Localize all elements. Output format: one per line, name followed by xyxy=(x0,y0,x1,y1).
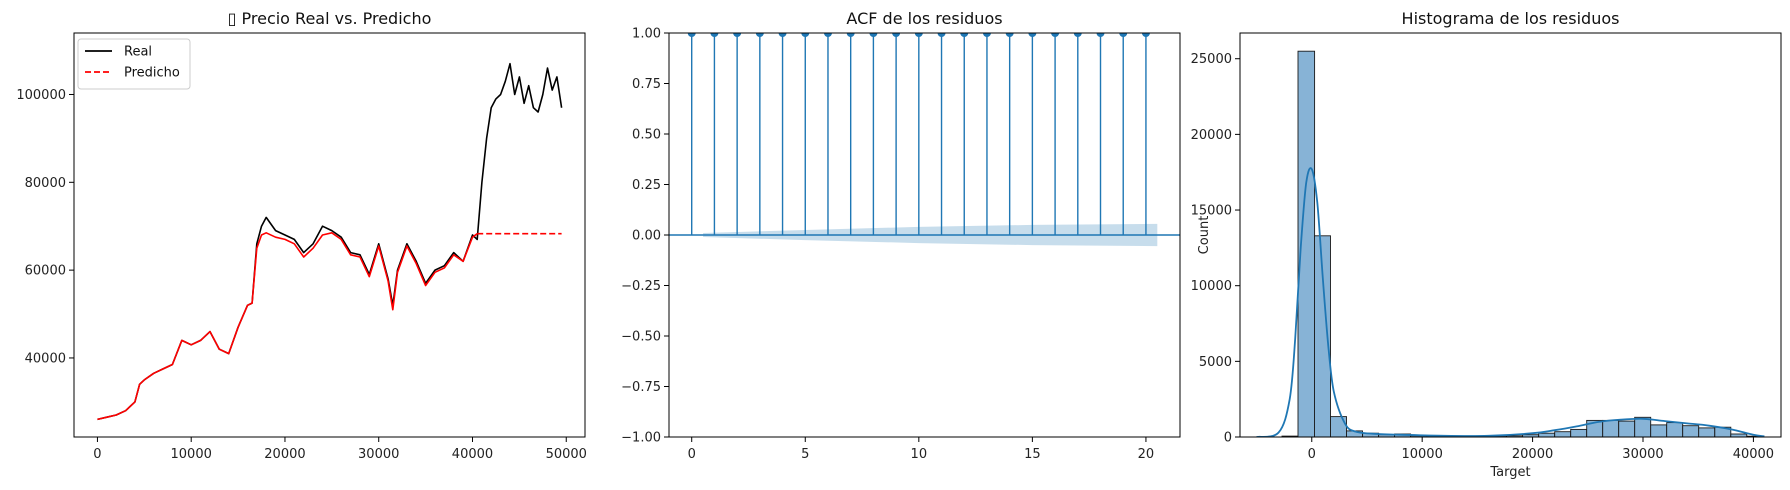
hist-x-tick-label: 10000 xyxy=(1401,447,1442,462)
acf-marker xyxy=(960,33,969,37)
histogram-y-axis-label: Count xyxy=(1197,216,1212,255)
acf-marker xyxy=(1141,33,1150,37)
acf-x-tick-label: 10 xyxy=(911,447,928,462)
acf-chart: ACF de los residuos 0 5 10 15 20 −1.00 −0.75 −0… xyxy=(621,9,1181,463)
price-y-tick-label: 80000 xyxy=(25,176,66,191)
histogram-bar xyxy=(1682,425,1700,437)
acf-marker xyxy=(914,33,923,37)
acf-x-tick-label: 0 xyxy=(688,447,696,462)
histogram-bar xyxy=(1618,420,1636,437)
hist-y-tick-label: 20000 xyxy=(1191,128,1232,143)
hist-x-tick-label: 30000 xyxy=(1622,447,1663,462)
histogram-bar xyxy=(1570,428,1588,437)
price-y-tick-label: 100000 xyxy=(16,88,66,103)
acf-marker xyxy=(778,33,787,37)
acf-y-tick-label: 0.50 xyxy=(632,128,661,143)
histogram-bar xyxy=(1634,416,1652,437)
kde-curve xyxy=(1256,167,1765,437)
histogram-chart-title: Histograma de los residuos xyxy=(1402,9,1620,28)
hist-y-tick-label: 15000 xyxy=(1191,204,1232,219)
acf-chart-ticks: 0 5 10 15 20 −1.00 −0.75 −0.50 −0.25 0.00 0.25 0.50… xyxy=(621,27,1154,463)
hist-y-tick-label: 5000 xyxy=(1199,355,1232,370)
acf-chart-series xyxy=(669,33,1180,247)
acf-chart-title: ACF de los residuos xyxy=(846,9,1002,28)
price-chart-legend: Real Predicho xyxy=(77,38,191,90)
price-chart-frame xyxy=(73,32,586,438)
acf-marker xyxy=(1028,33,1037,37)
price-x-tick-label: 40000 xyxy=(452,447,493,462)
price-chart-ticks: 0 10000 20000 30000 40000 50000 40000 60000 8000… xyxy=(16,88,587,462)
hist-y-tick-label: 10000 xyxy=(1191,279,1232,294)
acf-y-tick-label: −1.00 xyxy=(621,431,661,446)
hist-y-tick-label: 0 xyxy=(1224,431,1232,446)
hist-x-tick-label: 40000 xyxy=(1733,447,1774,462)
histogram-x-axis-label: Target xyxy=(1489,465,1530,480)
acf-y-tick-label: 0.75 xyxy=(632,77,661,92)
price-x-tick-label: 0 xyxy=(93,447,101,462)
acf-marker xyxy=(937,33,946,37)
series-predicho-line xyxy=(97,232,478,421)
acf-marker xyxy=(1119,33,1128,37)
price-chart-plot-area xyxy=(74,33,585,437)
acf-y-tick-label: −0.50 xyxy=(621,330,661,345)
histogram-bar xyxy=(1554,431,1572,437)
histogram-bar xyxy=(1314,235,1331,437)
histogram-bar xyxy=(1666,422,1684,437)
histogram-bar xyxy=(1602,419,1620,437)
histogram-chart: Histograma de los residuos 0 10000 20000 30… xyxy=(1191,9,1782,480)
price-chart-series xyxy=(97,62,563,421)
hist-x-tick-label: 0 xyxy=(1308,447,1316,462)
acf-y-tick-label: 1.00 xyxy=(632,27,661,42)
acf-y-tick-label: −0.75 xyxy=(621,380,661,395)
acf-x-tick-label: 15 xyxy=(1024,447,1041,462)
acf-marker xyxy=(846,33,855,37)
hist-y-tick-label: 25000 xyxy=(1191,52,1232,67)
acf-x-tick-label: 20 xyxy=(1138,447,1155,462)
price-x-tick-label: 30000 xyxy=(358,447,399,462)
acf-marker xyxy=(1005,33,1014,37)
histogram-chart-ticks: 0 10000 20000 30000 40000 0 5000 10000 15000 2000… xyxy=(1191,52,1774,462)
histogram-bar xyxy=(1698,427,1716,437)
histogram-chart-frame xyxy=(1239,32,1782,438)
price-y-tick-label: 60000 xyxy=(25,264,66,279)
acf-chart-frame xyxy=(668,32,1181,438)
acf-marker xyxy=(755,33,764,37)
histogram-bar xyxy=(1650,424,1668,437)
legend-predicho-label: Predicho xyxy=(124,66,180,81)
acf-marker xyxy=(982,33,991,37)
acf-marker xyxy=(687,33,696,37)
histogram-bar xyxy=(1330,416,1347,437)
acf-marker xyxy=(869,33,878,37)
legend-real-label: Real xyxy=(124,45,152,60)
histogram-bar xyxy=(1538,432,1556,437)
acf-y-tick-label: −0.25 xyxy=(621,279,661,294)
acf-marker xyxy=(1051,33,1060,37)
acf-marker xyxy=(892,33,901,37)
acf-x-tick-label: 5 xyxy=(801,447,809,462)
price-chart: ▯ Precio Real vs. Predicho 0 10000 20000 30… xyxy=(16,9,587,462)
acf-marker xyxy=(823,33,832,37)
price-y-tick-label: 40000 xyxy=(25,351,66,366)
price-x-tick-label: 10000 xyxy=(171,447,212,462)
acf-marker xyxy=(710,33,719,37)
hist-x-tick-label: 20000 xyxy=(1512,447,1553,462)
price-x-tick-label: 20000 xyxy=(264,447,305,462)
acf-marker xyxy=(1096,33,1105,37)
acf-marker xyxy=(801,33,810,37)
acf-marker xyxy=(733,33,742,37)
acf-y-tick-label: 0.25 xyxy=(632,178,661,193)
histogram-bar xyxy=(1730,433,1748,437)
acf-y-tick-label: 0.00 xyxy=(632,229,661,244)
acf-marker xyxy=(1073,33,1082,37)
price-chart-title: ▯ Precio Real vs. Predicho xyxy=(228,9,432,28)
price-x-tick-label: 50000 xyxy=(546,447,587,462)
